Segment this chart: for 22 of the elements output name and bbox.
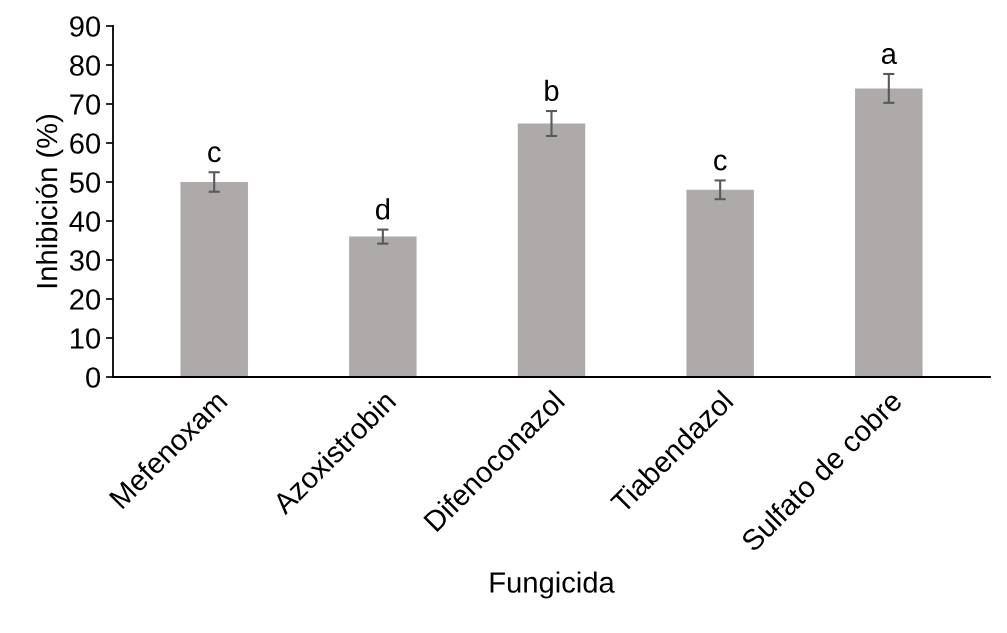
- y-tick-label: 80: [70, 55, 101, 76]
- y-tick-label: 20: [70, 289, 101, 310]
- bar: [349, 236, 417, 377]
- x-axis-title: Fungicida: [490, 571, 615, 599]
- y-axis-title: Inhibición (%): [35, 114, 64, 288]
- annotation: c: [208, 146, 221, 163]
- y-tick-label: 40: [69, 211, 101, 232]
- annotation: c: [714, 154, 727, 171]
- annotation: d: [375, 198, 390, 220]
- y-tick-label: 60: [70, 133, 101, 154]
- annotation: b: [545, 79, 559, 102]
- y-tick-label: 70: [70, 94, 101, 115]
- bar: [686, 189, 754, 377]
- annotation: a: [881, 48, 897, 65]
- bar: [180, 182, 248, 377]
- y-tick-label: 50: [69, 172, 101, 193]
- y-tick-label: 10: [70, 328, 101, 349]
- y-tick-label: 0: [86, 367, 101, 388]
- bar: [855, 88, 923, 377]
- y-tick-label: 90: [70, 16, 101, 37]
- y-tick-label: 30: [69, 250, 101, 271]
- bar: [517, 123, 586, 377]
